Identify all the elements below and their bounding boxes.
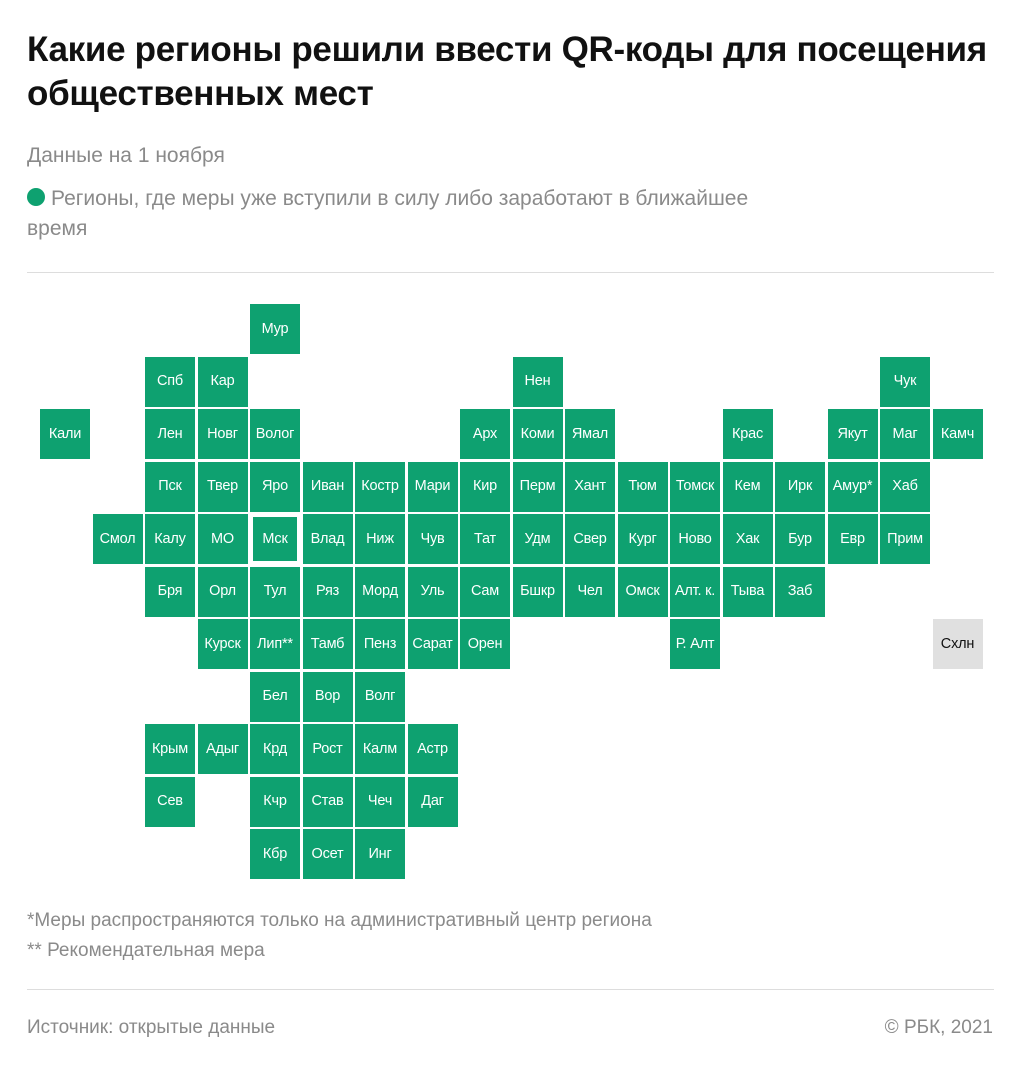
copyright: © РБК, 2021 [884,1017,993,1038]
region-tile: Бря [145,566,195,617]
region-tile: Бур [775,514,825,564]
region-tile: Калу [145,514,195,564]
region-tile: Арх [460,409,510,459]
region-tile: Пенз [355,619,405,669]
region-tile: Бел [250,671,300,722]
region-tile: Амур* [827,461,878,512]
region-tile: Кар [197,356,248,407]
region-tile: Ирк [775,461,825,512]
region-tile: Тат [460,514,510,564]
region-tile: Пск [145,461,195,512]
region-tile: Кир [460,461,510,512]
region-tile: Хак [722,514,773,564]
region-tile: Прим [880,514,930,564]
chart-title: Какие регионы решили ввести QR-коды для … [27,30,987,113]
region-tile: Томск [670,461,720,512]
region-tile: Лен [145,409,195,459]
region-tile: Схлн [932,619,983,669]
legend-dot-icon [27,188,45,206]
region-tile: Крас [722,409,773,459]
region-tile: Спб [145,356,195,407]
region-tile: Сев [145,776,195,827]
region-tile: Хаб [880,461,930,512]
region-tile: МО [197,514,248,564]
footnotes: *Меры распространяются только на админис… [27,906,652,966]
region-tile: Рост [302,724,353,774]
region-tile: Ряз [302,566,353,617]
region-tile: Ниж [355,514,405,564]
region-tile: Крд [250,724,300,774]
region-tile: Тамб [302,619,353,669]
region-tile: Перм [512,461,563,512]
region-tile: Волг [355,671,405,722]
region-tile: Яро [250,461,300,512]
region-tile: Твер [197,461,248,512]
region-tile: Чеч [355,776,405,827]
region-tile: Кург [617,514,668,564]
region-tile: Чув [407,514,458,564]
region-tile: Нен [512,356,563,407]
region-tile: Морд [355,566,405,617]
region-tile: Мари [407,461,458,512]
region-tile: Якут [827,409,878,459]
region-tile: Евр [827,514,878,564]
region-tile: Ново [670,514,720,564]
region-tile: Маг [880,409,930,459]
region-tile: Р. Алт [670,619,720,669]
legend-label: Регионы, где меры уже вступили в силу ли… [27,187,749,240]
region-tile: Сам [460,566,510,617]
region-tile: Иван [302,461,353,512]
source-note: Источник: открытые данные [27,1017,276,1038]
footnote-1: *Меры распространяются только на админис… [27,910,652,931]
region-tile: Лип** [250,619,300,669]
region-tile: Омск [617,566,668,617]
subtitle: Данные на 1 ноября [27,144,225,167]
region-tile: Крым [145,724,195,774]
region-tile: Став [302,776,353,827]
region-tile: Хант [565,461,615,512]
region-tile: Алт. к. [670,566,720,617]
region-tile: Кчр [250,776,300,827]
region-tile: Тюм [617,461,668,512]
region-tile: Кем [722,461,773,512]
region-tile: Волог [250,409,300,459]
region-tile: Сарат [407,619,458,669]
region-tile: Даг [407,776,458,827]
region-tile: Калм [355,724,405,774]
region-tile: Кали [40,409,90,459]
legend: Регионы, где меры уже вступили в силу ли… [27,184,807,244]
region-tile: Мур [250,304,300,354]
region-tile: Адыг [197,724,248,774]
region-tile: Тыва [722,566,773,617]
region-tile: Смол [92,514,143,564]
region-tile: Уль [407,566,458,617]
footnote-2: ** Рекомендательная мера [27,940,265,961]
region-tile: Вор [302,671,353,722]
region-tile: Камч [932,409,983,459]
region-tile: Осет [302,829,353,879]
region-tile: Инг [355,829,405,879]
region-tile: Влад [302,514,353,564]
region-tile: Тул [250,566,300,617]
top-divider [27,272,994,273]
region-tile: Удм [512,514,563,564]
region-tile: Чук [880,356,930,407]
region-tile: Кбр [250,829,300,879]
region-tile: Костр [355,461,405,512]
region-tile: Мск [250,514,300,564]
region-tile: Курск [197,619,248,669]
region-tile: Орл [197,566,248,617]
region-tile: Коми [512,409,563,459]
region-tile: Бшкр [512,566,563,617]
region-tile: Свер [565,514,615,564]
region-tile: Орен [460,619,510,669]
region-tile: Ямал [565,409,615,459]
region-tile: Чел [565,566,615,617]
bottom-divider [27,989,994,990]
region-tile: Заб [775,566,825,617]
region-tile: Астр [407,724,458,774]
region-tile: Новг [197,409,248,459]
